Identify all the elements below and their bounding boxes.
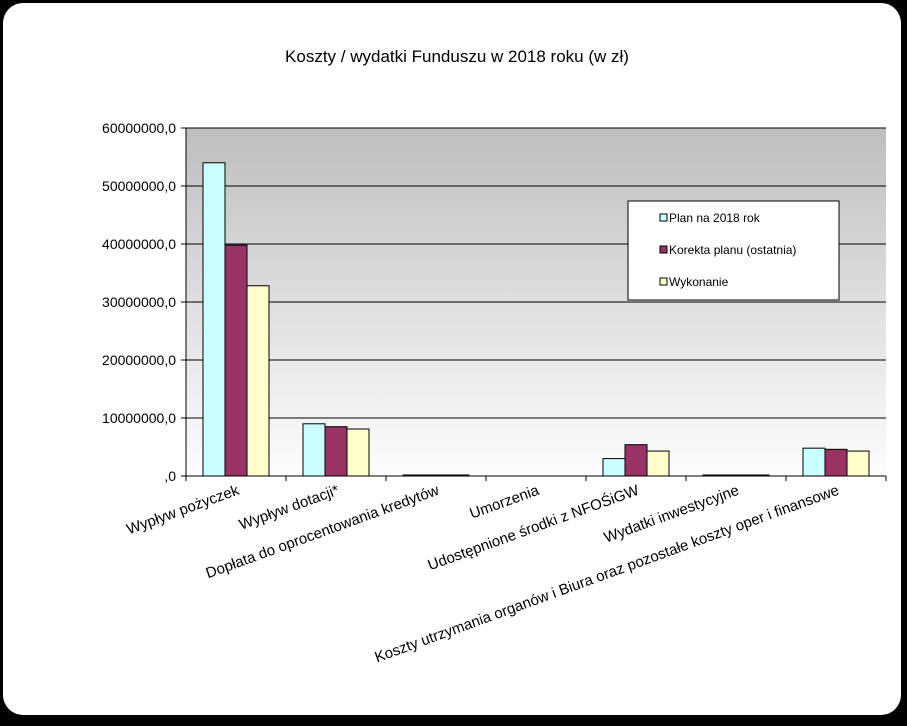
y-tick-label: 40000000,0	[102, 236, 176, 252]
chart-title: Koszty / wydatki Funduszu w 2018 roku (w…	[285, 47, 629, 66]
bar	[646, 450, 670, 477]
y-tick-label: 50000000,0	[102, 178, 176, 194]
bar	[624, 444, 648, 477]
bar	[302, 423, 326, 477]
y-tick-label: ,0	[164, 468, 176, 484]
bar	[824, 448, 848, 477]
legend-label: Korekta planu (ostatnia)	[669, 243, 796, 257]
bar	[324, 426, 348, 477]
bar	[246, 285, 270, 477]
bar	[346, 428, 370, 477]
legend-label: Plan na 2018 rok	[669, 211, 761, 225]
bar	[802, 447, 826, 477]
y-tick-label: 10000000,0	[102, 410, 176, 426]
legend: Plan na 2018 rok Korekta planu (ostatnia)…	[627, 200, 840, 301]
bar	[224, 244, 248, 477]
bars	[202, 162, 870, 477]
y-tick-label: 60000000,0	[102, 120, 176, 136]
y-tick-label: 30000000,0	[102, 294, 176, 310]
legend-swatch	[659, 277, 668, 286]
bar	[846, 450, 870, 477]
legend-swatch	[659, 245, 668, 254]
bar	[202, 162, 226, 477]
legend-label: Wykonanie	[669, 275, 729, 289]
legend-swatch	[659, 213, 668, 222]
y-tick-label: 20000000,0	[102, 352, 176, 368]
bar	[602, 458, 626, 477]
